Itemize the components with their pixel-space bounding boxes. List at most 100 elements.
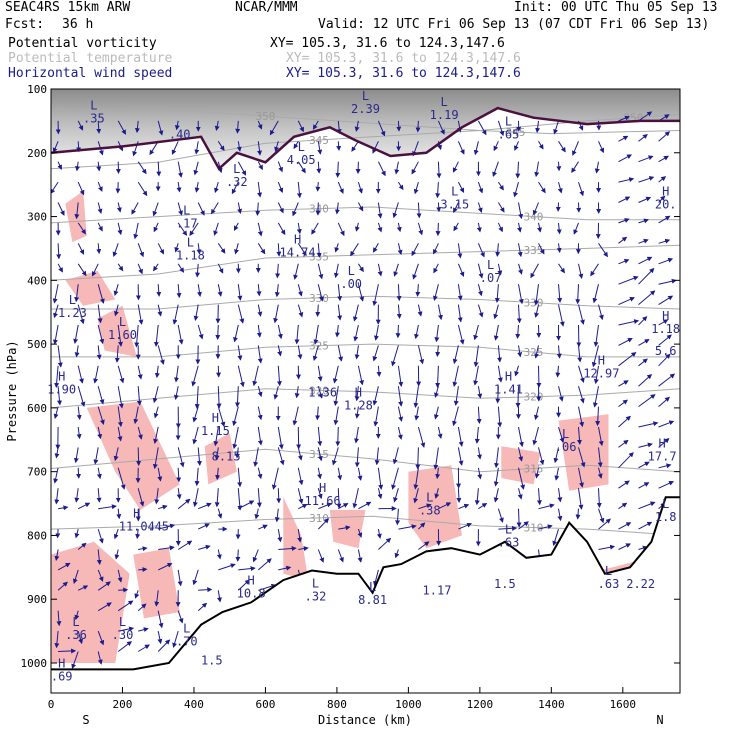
wind-vector-2: [96, 120, 102, 134]
wind-vector-110: [397, 181, 404, 191]
wind-vector-253: [156, 284, 162, 297]
wind-vector-502: [177, 447, 185, 468]
wind-vector-376: [137, 365, 143, 380]
wind-vector-448: [333, 406, 339, 426]
wind-vector-610: [478, 502, 488, 510]
wind-vector-322: [294, 324, 300, 345]
wind-vector-205: [433, 243, 439, 255]
wind-vector-624: [135, 529, 141, 540]
wind-vector-554: [597, 467, 603, 479]
wind-vector-559: [74, 488, 80, 503]
wind-vector-62: [57, 161, 63, 171]
wind-vector-669: [598, 544, 616, 550]
extremum-letter-34: L: [312, 577, 319, 591]
wind-vector-37: [171, 141, 179, 155]
wind-vector-701: [137, 603, 147, 612]
wind-vector-80: [411, 161, 419, 175]
wind-vector-262: [337, 284, 343, 302]
wind-vector-138: [334, 202, 340, 215]
wind-vector-122: [638, 176, 655, 183]
wind-vector-281: [97, 304, 103, 324]
wind-vector-82: [452, 161, 459, 173]
pv-region-4: [204, 433, 237, 485]
extremum-letter-44: H: [58, 656, 65, 670]
wind-vector-31: [52, 141, 59, 153]
wind-vector-58: [598, 141, 605, 154]
extremum-value-5: 1.19: [430, 108, 459, 122]
wind-vector-661: [298, 546, 309, 552]
wind-vector-472: [192, 426, 199, 445]
wind-vector-647: [618, 522, 632, 530]
wind-vector-451: [397, 406, 404, 422]
wind-vector-572: [336, 488, 342, 509]
wind-vector-15: [354, 120, 360, 132]
wind-vector-455: [476, 406, 482, 424]
wind-vector-148: [532, 202, 539, 216]
wind-vector-246: [638, 256, 653, 265]
wind-vector-154: [658, 195, 666, 203]
wind-vector-652: [114, 549, 120, 560]
theta-label-330-1: 330: [524, 297, 544, 310]
wind-vector-242: [558, 263, 565, 274]
wind-vector-218: [77, 263, 87, 277]
wind-vector-233: [377, 263, 383, 277]
wind-vector-258: [256, 284, 262, 297]
wind-vector-417: [333, 386, 339, 406]
wind-vector-269: [477, 284, 483, 297]
wind-vector-300: [477, 304, 484, 318]
theta-330: [51, 295, 680, 310]
wind-vector-517: [477, 447, 482, 460]
wind-vector-575: [393, 488, 399, 503]
wind-vector-577: [434, 488, 440, 499]
extremum-value-29: 11.04: [119, 520, 155, 534]
wind-vector-104: [277, 181, 284, 194]
wind-vector-203: [397, 243, 403, 256]
extremum-value-38: .63: [598, 577, 620, 591]
wind-vector-618: [638, 501, 656, 510]
xtick-label-3: 600: [255, 698, 275, 711]
wind-vector-73: [277, 161, 283, 173]
wind-vector-381: [237, 365, 245, 388]
wind-vector-197: [276, 243, 282, 257]
wind-vector-613: [538, 503, 555, 510]
wind-vector-199: [316, 243, 322, 258]
wind-vector-106: [315, 182, 321, 192]
wind-vector-81: [436, 161, 442, 179]
wind-vector-9: [235, 120, 241, 134]
wind-vector-680: [218, 563, 236, 571]
wind-vector-363: [497, 345, 503, 363]
wind-vector-93: [51, 181, 59, 195]
wind-vector-318: [215, 324, 221, 340]
wind-vector-17: [396, 120, 402, 132]
wind-vector-716: [137, 644, 150, 652]
wind-vector-555: [618, 452, 634, 469]
wind-vector-372: [54, 365, 60, 388]
wind-vector-676: [138, 567, 148, 573]
wind-vector-95: [97, 181, 103, 192]
wind-vector-400: [618, 351, 637, 367]
wind-vector-192: [174, 243, 180, 253]
wind-vector-450: [373, 406, 379, 427]
wind-vector-171: [377, 222, 383, 233]
wind-vector-12: [297, 120, 304, 133]
wind-vector-686: [57, 581, 68, 591]
wind-vector-123: [658, 176, 667, 183]
wind-vector-499: [113, 447, 119, 462]
wind-vector-239: [497, 263, 503, 276]
wind-vector-172: [396, 222, 402, 233]
wind-vector-38: [194, 141, 200, 155]
wind-vector-608: [438, 502, 452, 510]
wind-vector-573: [352, 488, 359, 509]
wind-vector-84: [492, 161, 499, 178]
wind-vector-500: [136, 447, 142, 467]
extremum-value-8: 3.15: [440, 197, 469, 211]
wind-vector-57: [572, 141, 579, 156]
wind-vector-354: [312, 345, 319, 362]
wind-vector-378: [174, 365, 180, 383]
wind-vector-510: [331, 447, 339, 466]
wind-vector-142: [416, 202, 422, 219]
extremum-letter-3: L: [298, 140, 305, 154]
wind-vector-200: [334, 243, 340, 253]
wind-vector-325: [353, 324, 359, 342]
wind-vector-92: [658, 155, 669, 163]
